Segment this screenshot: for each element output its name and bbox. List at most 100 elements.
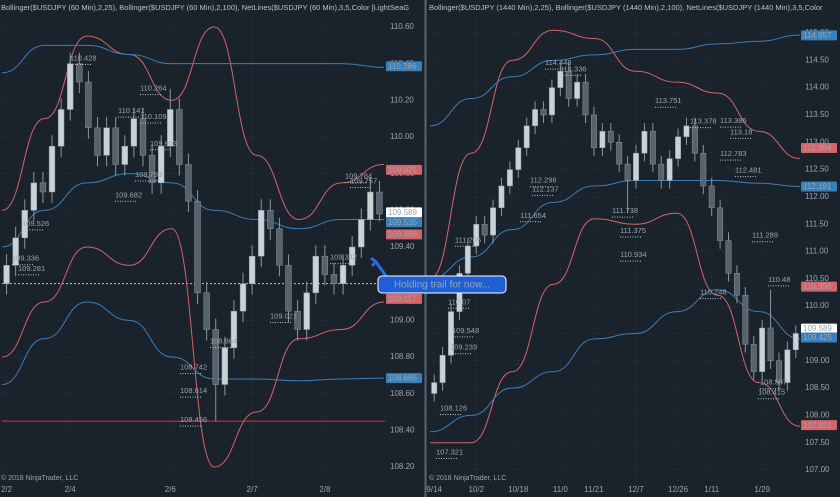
price-annotation: 108.456 [180, 415, 207, 424]
candle-body [565, 70, 572, 99]
candle-body [523, 125, 530, 148]
x-tick-label: 2/4 [65, 485, 77, 494]
price-annotation: 108.614 [180, 386, 207, 395]
price-annotation: 113.18 [730, 127, 752, 136]
price-annotation: 109.784 [345, 172, 372, 181]
candle-body [767, 327, 774, 362]
price-annotation: 110.48 [768, 275, 790, 284]
candle-body [276, 228, 283, 266]
price-annotation: 109.793 [135, 170, 162, 179]
bollinger-band [429, 289, 801, 433]
candle-body [431, 382, 438, 394]
price-tag [801, 332, 837, 343]
y-tick-label: 110.00 [390, 132, 414, 141]
price-annotation: 109.239 [450, 343, 477, 352]
bollinger-band [1, 228, 385, 468]
candle-body [683, 125, 690, 138]
candle-body [708, 185, 715, 209]
price-tag [386, 61, 422, 72]
price-tag-label: 110.386 [388, 62, 417, 71]
x-tick-label: 2/2 [1, 485, 13, 494]
candle-body [203, 292, 210, 330]
candle-body [515, 147, 522, 170]
candle-body [230, 310, 238, 349]
price-annotation: 111.289 [752, 231, 778, 240]
candle-body [176, 109, 183, 165]
candle-body [733, 273, 740, 296]
candle-body [267, 210, 274, 229]
price-annotation: 108.884 [210, 337, 237, 346]
x-tick-label: 12/26 [668, 485, 689, 494]
candle-body [641, 131, 648, 154]
candle-body [448, 311, 454, 356]
candle-body [498, 185, 505, 209]
price-annotation: 112.296 [530, 176, 557, 185]
price-annotation: 109.526 [22, 219, 49, 228]
candle-body [21, 210, 28, 239]
candle-body [675, 136, 682, 159]
candle-body [464, 245, 471, 274]
candle-body [12, 237, 19, 266]
candle-body [376, 191, 383, 215]
candle-body [158, 145, 165, 184]
panel-header: Bollinger($USDJPY (60 Min),2,25), Bollin… [1, 3, 409, 12]
price-annotation: 110.248 [700, 288, 727, 297]
candle-body [750, 344, 757, 372]
price-tag [386, 164, 422, 175]
candle-body [85, 81, 92, 129]
candle-body [167, 109, 174, 147]
price-annotation: 109.342 [330, 253, 357, 262]
y-tick-label: 112.00 [805, 192, 829, 201]
y-tick-label: 111.00 [805, 247, 829, 256]
candle-body [574, 81, 581, 99]
bollinger-band [429, 34, 801, 127]
candle-body [349, 246, 356, 266]
price-annotation: 108.742 [180, 363, 207, 372]
y-tick-label: 114.50 [805, 55, 829, 64]
price-tag [386, 229, 422, 240]
candle-body [221, 347, 228, 385]
y-tick-label: 113.00 [805, 137, 829, 146]
candle-body [312, 255, 319, 294]
candle-body [717, 207, 724, 241]
candle-body [258, 210, 265, 257]
price-tag [386, 293, 422, 304]
price-annotation: 110.264 [140, 84, 167, 93]
callout-text: Holding trail for now... [394, 280, 490, 291]
price-annotation: 109.548 [452, 326, 479, 335]
candle-body [792, 333, 799, 351]
price-tag [801, 323, 837, 334]
price-annotation: 108.597 [760, 378, 787, 387]
candle-body [212, 329, 219, 385]
callout-box [377, 275, 507, 294]
candle-body [784, 349, 791, 383]
candle-body [330, 274, 338, 284]
bollinger-band [429, 179, 801, 280]
price-tag [386, 217, 422, 228]
candle-body [700, 152, 707, 187]
candle-body [666, 158, 673, 181]
price-annotation: 109.682 [115, 190, 142, 199]
candle-body [742, 294, 749, 345]
price-tag [801, 181, 837, 192]
price-annotation: 112.137 [532, 184, 559, 193]
candle-body [248, 255, 256, 284]
price-tag-label: 109.117 [388, 294, 417, 303]
candle-body [121, 145, 128, 165]
price-tag-label: 109.821 [388, 165, 417, 174]
candle-body [48, 145, 56, 193]
candle-body [339, 265, 347, 284]
candle-body [506, 169, 513, 187]
price-tag [386, 373, 422, 384]
price-annotation: 110.934 [620, 250, 647, 259]
price-annotation: 111.654 [520, 211, 546, 220]
price-annotation: 110.07 [448, 297, 470, 306]
bollinger-band [1, 301, 385, 385]
y-tick-label: 109.00 [390, 315, 415, 324]
price-annotation: 109.336 [12, 254, 39, 263]
y-tick-label: 107.00 [805, 465, 830, 474]
price-annotation: 113.378 [690, 117, 717, 126]
y-tick-label: 114.00 [805, 83, 829, 92]
x-tick-label: 1/11 [704, 485, 720, 494]
y-tick-label: 108.00 [805, 410, 830, 419]
